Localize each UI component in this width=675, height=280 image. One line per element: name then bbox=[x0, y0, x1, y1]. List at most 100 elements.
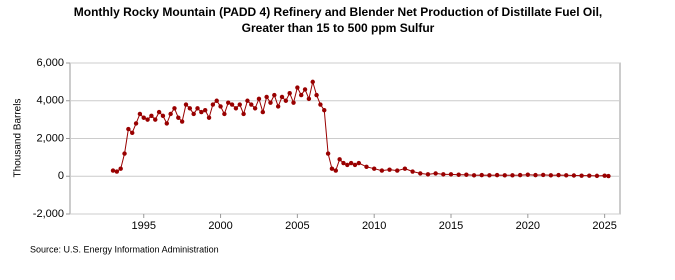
x-tick-label: 2025 bbox=[592, 220, 616, 232]
data-point bbox=[525, 172, 531, 177]
data-point bbox=[195, 106, 200, 111]
data-point bbox=[141, 115, 146, 120]
x-tick-label: 1995 bbox=[132, 220, 156, 232]
x-tick-label: 2020 bbox=[516, 220, 540, 232]
data-point bbox=[202, 107, 208, 113]
x-tick-label: 2015 bbox=[439, 220, 463, 232]
data-point bbox=[114, 169, 120, 174]
y-tick-label: -2,000 bbox=[33, 208, 64, 220]
data-point bbox=[126, 126, 131, 132]
source-note: Source: U.S. Energy Information Administ… bbox=[30, 244, 219, 254]
data-point bbox=[387, 167, 392, 172]
data-point bbox=[229, 102, 235, 107]
series-line bbox=[112, 81, 609, 177]
data-point bbox=[352, 162, 358, 168]
data-point bbox=[314, 92, 319, 98]
data-point bbox=[606, 173, 611, 179]
data-point bbox=[133, 121, 139, 126]
data-point bbox=[302, 87, 308, 92]
x-tick-label: 2010 bbox=[362, 220, 386, 232]
data-point bbox=[252, 106, 258, 111]
data-point bbox=[199, 109, 204, 115]
data-point bbox=[210, 102, 216, 107]
data-point bbox=[318, 102, 323, 107]
data-point bbox=[410, 169, 415, 174]
data-point bbox=[172, 106, 177, 111]
data-point bbox=[226, 100, 231, 105]
data-point bbox=[517, 172, 523, 178]
y-tick-label: 2,000 bbox=[36, 132, 64, 144]
data-point bbox=[306, 96, 312, 102]
data-point bbox=[264, 94, 269, 100]
data-point bbox=[279, 94, 285, 100]
data-point bbox=[548, 173, 554, 178]
data-point bbox=[283, 98, 289, 103]
data-point bbox=[268, 100, 273, 105]
data-point bbox=[164, 121, 169, 126]
data-point bbox=[291, 100, 296, 105]
data-point bbox=[160, 113, 166, 119]
data-point bbox=[371, 166, 377, 171]
x-tick-label: 2005 bbox=[285, 220, 309, 232]
data-point bbox=[540, 172, 546, 178]
data-point bbox=[241, 111, 246, 117]
data-point bbox=[153, 117, 158, 122]
y-tick-label: 0 bbox=[58, 170, 64, 182]
data-point bbox=[479, 172, 484, 178]
data-point bbox=[356, 160, 362, 166]
data-point bbox=[322, 107, 327, 113]
data-point bbox=[130, 130, 135, 136]
data-point bbox=[502, 173, 507, 178]
data-point bbox=[448, 172, 454, 177]
data-point bbox=[222, 111, 227, 117]
data-point bbox=[494, 172, 500, 178]
data-point bbox=[464, 172, 469, 177]
data-point bbox=[587, 173, 592, 178]
data-point bbox=[295, 85, 300, 90]
data-point bbox=[348, 160, 354, 166]
data-point bbox=[333, 168, 338, 173]
data-point bbox=[218, 104, 223, 109]
data-point bbox=[287, 91, 292, 96]
data-point bbox=[418, 171, 423, 176]
data-point bbox=[260, 109, 266, 115]
data-point bbox=[179, 119, 185, 124]
chart-title: Monthly Rocky Mountain (PADD 4) Refinery… bbox=[74, 5, 603, 19]
data-point bbox=[183, 102, 189, 107]
data-point bbox=[137, 111, 143, 117]
data-point bbox=[122, 151, 127, 156]
data-point bbox=[310, 79, 315, 85]
data-point bbox=[237, 102, 242, 107]
data-point bbox=[214, 98, 219, 103]
data-point bbox=[329, 166, 335, 171]
data-point bbox=[594, 173, 600, 179]
data-point bbox=[425, 172, 431, 177]
data-point bbox=[579, 173, 584, 178]
data-point bbox=[325, 151, 331, 156]
data-point bbox=[379, 168, 385, 173]
data-point bbox=[556, 172, 561, 178]
data-point bbox=[206, 115, 212, 120]
data-point bbox=[249, 102, 254, 107]
data-point bbox=[602, 173, 607, 178]
chart-title: Greater than 15 to 500 ppm Sulfur bbox=[242, 21, 435, 35]
data-point bbox=[341, 160, 346, 166]
data-point bbox=[145, 117, 150, 122]
data-point bbox=[433, 171, 438, 176]
y-axis-label: Thousand Barrels bbox=[13, 99, 24, 178]
data-point bbox=[402, 166, 408, 171]
data-point bbox=[118, 166, 123, 171]
data-point bbox=[176, 115, 181, 120]
data-point bbox=[149, 113, 154, 119]
data-point bbox=[564, 173, 569, 178]
data-point bbox=[191, 111, 196, 117]
data-point bbox=[533, 172, 538, 178]
data-point bbox=[571, 173, 577, 178]
data-point bbox=[299, 92, 304, 98]
data-point bbox=[275, 104, 281, 109]
x-tick-label: 2000 bbox=[208, 220, 232, 232]
data-point bbox=[337, 157, 342, 162]
data-point bbox=[110, 168, 116, 173]
y-tick-label: 4,000 bbox=[36, 95, 64, 107]
